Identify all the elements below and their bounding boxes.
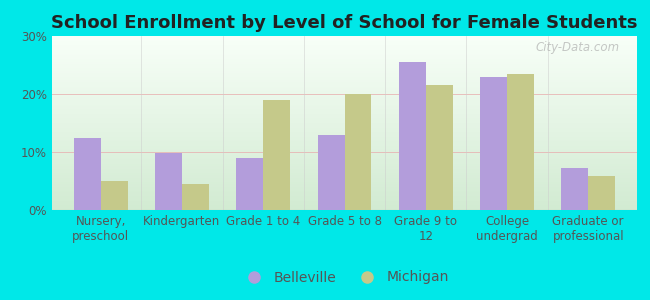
Bar	[263, 100, 290, 210]
Title: School Enrollment by Level of School for Female Students: School Enrollment by Level of School for…	[51, 14, 638, 32]
Bar	[588, 176, 615, 210]
Legend: Belleville, Michigan: Belleville, Michigan	[235, 265, 454, 290]
Bar	[426, 85, 452, 210]
Bar	[480, 76, 507, 210]
Bar	[101, 181, 127, 210]
Bar	[399, 62, 426, 210]
Bar	[318, 135, 344, 210]
Bar	[344, 94, 371, 210]
Bar	[74, 137, 101, 210]
Bar	[155, 153, 182, 210]
Text: City-Data.com: City-Data.com	[536, 41, 619, 54]
Bar	[507, 74, 534, 210]
Bar	[237, 158, 263, 210]
Bar	[562, 168, 588, 210]
Bar	[182, 184, 209, 210]
